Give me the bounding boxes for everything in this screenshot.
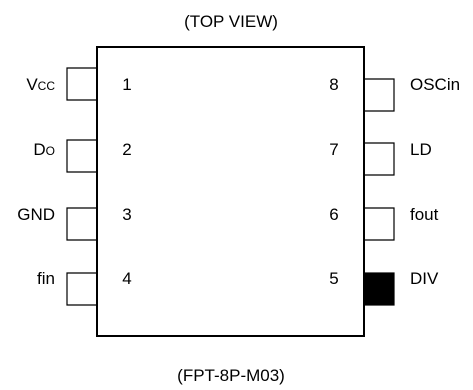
top-view-label: (TOP VIEW) [184,12,278,31]
right-pin-5-number: 5 [329,269,338,288]
right-pin-7-lead [364,142,395,176]
left-pin-1-name-main: V [26,75,38,94]
left-pin-2: 2 DO [33,139,132,173]
left-pin-2-lead [66,139,97,173]
right-pin-6-lead [364,207,395,241]
right-pin-5-name: DIV [410,269,439,288]
right-pin-6-number: 6 [329,205,338,224]
left-pin-4-name: fin [37,269,55,288]
right-pin-8-name: OSCin [410,75,460,94]
left-pin-1: 1 VCC [26,67,132,101]
right-pin-8: 8 OSCin [329,75,460,112]
right-pin-8-number: 8 [329,75,338,94]
left-pin-2-number: 2 [122,140,131,159]
package-code-label: (FPT-8P-M03) [177,366,285,385]
left-pin-2-name: DO [33,140,55,159]
left-pin-4: 4 fin [37,269,132,306]
left-pin-2-name-sub: O [46,144,55,158]
left-pin-2-name-main: D [33,140,45,159]
right-pin-7-name: LD [410,140,432,159]
left-pin-1-lead [66,67,97,101]
right-pin-8-lead [364,78,395,112]
left-pin-4-number: 4 [122,269,131,288]
left-pin-3-lead [66,207,97,241]
right-pin-7-number: 7 [329,140,338,159]
left-pin-1-name-sub: CC [38,79,56,93]
right-pin-7: 7 LD [329,140,432,176]
left-pin-3-number: 3 [122,205,131,224]
right-pin-5-lead [363,272,395,306]
left-pin-3: 3 GND [17,205,132,241]
right-pin-6: 6 fout [329,205,439,241]
left-pin-1-name: VCC [26,75,55,94]
left-pin-3-name: GND [17,205,55,224]
right-pin-5: 5 DIV [329,269,439,306]
left-pin-1-number: 1 [122,75,131,94]
ic-package-body [96,46,365,337]
right-pin-6-name: fout [410,205,439,224]
left-pin-4-lead [66,272,97,306]
